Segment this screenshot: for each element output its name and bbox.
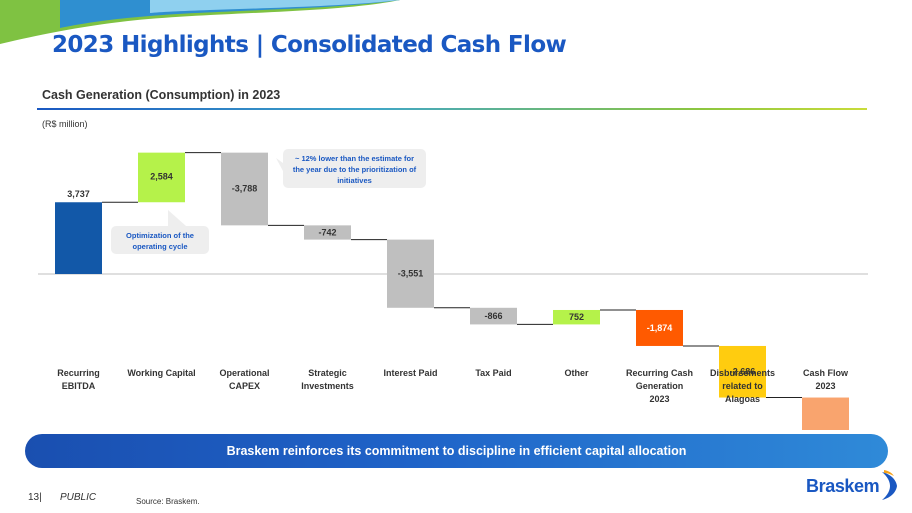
bar-recurring-cash-generation: [636, 309, 683, 346]
bar-cash-flow: [802, 397, 849, 430]
page-title: 2023 Highlights | Consolidated Cash Flow: [52, 32, 567, 58]
logo-chevron-icon: [882, 470, 897, 500]
category-label: Disbursements related to Alagoas: [710, 368, 775, 404]
logo-wordmark: Braskem: [806, 476, 880, 496]
capex-callout: ~ 12% lower than the estimate for the ye…: [283, 149, 426, 188]
bar-other: [553, 309, 600, 325]
category-label: Operational CAPEX: [219, 368, 269, 391]
page-number: 13|: [28, 492, 42, 503]
working-capital-callout: Optimization of the operating cycle: [111, 226, 209, 254]
category-label: Recurring Cash Generation 2023: [626, 368, 693, 404]
value-label: -2,686: [730, 367, 756, 377]
bar-working-capital: [138, 152, 185, 203]
value-label: -866: [484, 311, 502, 321]
value-label: 2,584: [150, 172, 173, 182]
category-label: Cash Flow 2023: [803, 368, 849, 391]
bar-capex: [221, 152, 268, 226]
category-label: Recurring EBITDA: [57, 368, 100, 391]
chart-subtitle: Cash Generation (Consumption) in 2023: [42, 88, 281, 102]
commitment-banner: Braskem reinforces its commitment to dis…: [25, 434, 888, 468]
category-label: Working Capital: [127, 368, 195, 378]
value-label: -3,551: [398, 269, 424, 279]
braskem-logo: Braskem: [806, 470, 902, 502]
category-label: Tax Paid: [475, 368, 511, 378]
bar-tax: [470, 307, 517, 325]
value-label: 3,737: [67, 189, 90, 199]
source-note: Source: Braskem.: [136, 497, 200, 506]
bar-strategic: [304, 225, 351, 240]
bar-disbursements: [719, 345, 766, 398]
subtitle-divider: [37, 108, 867, 110]
callout-1-tail: [168, 210, 186, 226]
callout-2-tail: [276, 158, 283, 171]
value-label: 752: [569, 312, 584, 322]
category-label: Other: [564, 368, 589, 378]
classification-label: PUBLIC: [60, 492, 97, 503]
category-label: Interest Paid: [383, 368, 437, 378]
value-label: -742: [318, 227, 336, 237]
banner-text: Braskem reinforces its commitment to dis…: [226, 444, 687, 458]
category-label: Strategic Investments: [301, 368, 354, 391]
unit-note: (R$ million): [42, 119, 88, 129]
header-swoosh: [0, 0, 400, 44]
waterfall-chart: 3,737 Recurring EBITDA 2,584 Working Capital…: [38, 152, 868, 430]
value-label: -3,788: [232, 184, 258, 194]
value-label: -1,874: [647, 323, 673, 333]
bar-interest: [387, 239, 434, 308]
bar-ebitda: [55, 202, 102, 274]
